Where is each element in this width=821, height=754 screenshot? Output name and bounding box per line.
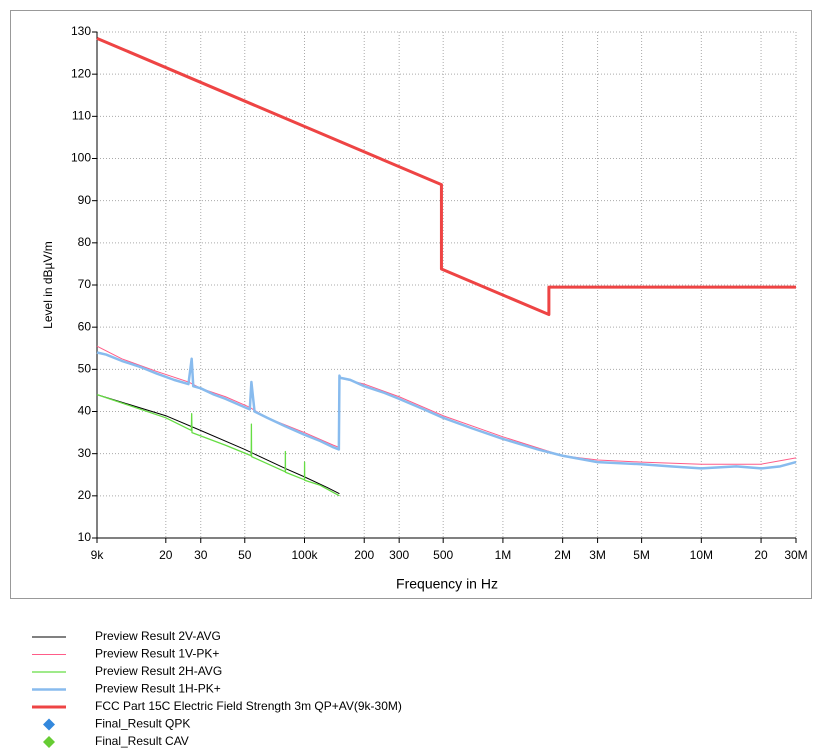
y-tick-label: 80 <box>78 235 92 249</box>
x-tick-label: 30M <box>784 548 807 562</box>
legend-label: Preview Result 2H-AVG <box>95 664 222 678</box>
y-tick-label: 90 <box>78 193 92 207</box>
y-tick-label: 130 <box>71 24 91 38</box>
x-tick-label: 50 <box>238 548 252 562</box>
y-axis-label: Level in dBµV/m <box>41 241 55 329</box>
x-tick-label: 3M <box>589 548 606 562</box>
series-line <box>96 36 796 317</box>
legend-label: Final_Result QPK <box>95 717 190 731</box>
y-tick-label: 60 <box>78 319 92 333</box>
series-line <box>96 394 340 497</box>
y-tick-label: 10 <box>78 530 92 544</box>
legend-label: FCC Part 15C Electric Field Strength 3m … <box>95 699 402 713</box>
y-tick-label: 30 <box>78 446 92 460</box>
x-tick-label: 20 <box>159 548 173 562</box>
legend-label: Final_Result CAV <box>95 734 189 748</box>
x-tick-label: 2M <box>554 548 571 562</box>
chart-frame <box>10 10 812 599</box>
x-tick-label: 200 <box>354 548 374 562</box>
legend-label: Preview Result 1H-PK+ <box>95 682 221 696</box>
x-tick-label: 300 <box>389 548 409 562</box>
y-tick-label: 100 <box>71 151 91 165</box>
y-tick-label: 120 <box>71 66 91 80</box>
y-tick-label: 50 <box>78 362 92 376</box>
y-tick-label: 70 <box>78 277 92 291</box>
legend-marker <box>43 736 55 748</box>
series-line <box>96 394 340 495</box>
legend-label: Preview Result 2V-AVG <box>95 629 221 643</box>
x-tick-label: 10M <box>690 548 713 562</box>
series-line <box>96 351 797 470</box>
x-tick-label: 100k <box>291 548 318 562</box>
x-tick-label: 5M <box>633 548 650 562</box>
legend-label: Preview Result 1V-PK+ <box>95 647 219 661</box>
x-tick-label: 30 <box>194 548 208 562</box>
y-tick-label: 110 <box>72 109 91 123</box>
y-tick-label: 20 <box>78 488 92 502</box>
x-tick-label: 20 <box>754 548 768 562</box>
series-line <box>96 345 797 465</box>
legend-marker <box>43 718 55 731</box>
x-tick-label: 500 <box>433 548 453 562</box>
x-tick-label: 1M <box>495 548 512 562</box>
y-tick-label: 40 <box>78 404 92 418</box>
x-tick-label: 9k <box>91 548 105 562</box>
x-axis-label: Frequency in Hz <box>396 576 498 592</box>
